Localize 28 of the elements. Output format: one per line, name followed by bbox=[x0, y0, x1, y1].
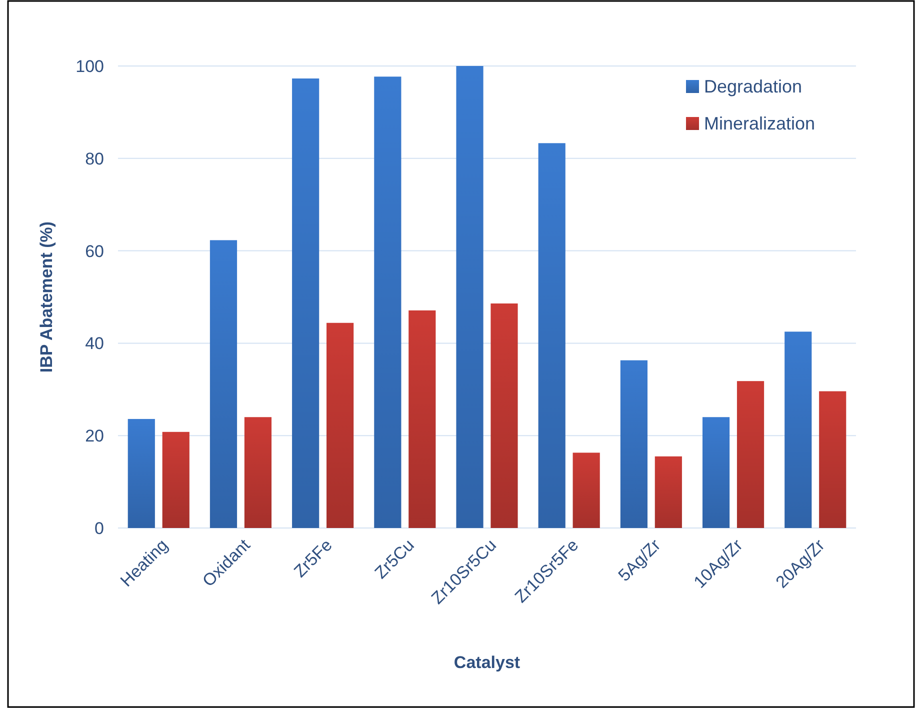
bar bbox=[702, 417, 730, 528]
bar bbox=[326, 322, 354, 528]
legend-label: Degradation bbox=[704, 76, 802, 96]
bar bbox=[244, 417, 272, 528]
y-tick-label: 40 bbox=[85, 334, 104, 354]
legend-label: Mineralization bbox=[704, 113, 816, 134]
bar bbox=[128, 418, 155, 528]
bar bbox=[490, 303, 518, 528]
bar bbox=[162, 432, 190, 528]
y-axis-title: IBP Abatement (%) bbox=[37, 221, 56, 373]
bar bbox=[620, 360, 648, 528]
bar bbox=[819, 391, 846, 528]
bar bbox=[572, 452, 600, 528]
bar bbox=[538, 143, 566, 528]
y-tick-label: 80 bbox=[85, 149, 104, 168]
bar bbox=[654, 456, 682, 528]
y-tick-label: 100 bbox=[76, 56, 104, 76]
y-tick-label: 60 bbox=[85, 242, 104, 261]
bar bbox=[374, 76, 402, 528]
bar bbox=[456, 66, 484, 528]
bar bbox=[408, 310, 436, 528]
bar bbox=[736, 381, 764, 528]
x-axis-title: Catalyst bbox=[454, 653, 520, 672]
bar bbox=[784, 332, 812, 528]
y-tick-label: 0 bbox=[94, 518, 104, 538]
bar bbox=[292, 78, 320, 528]
bar bbox=[210, 240, 238, 528]
y-tick-label: 20 bbox=[85, 426, 104, 446]
